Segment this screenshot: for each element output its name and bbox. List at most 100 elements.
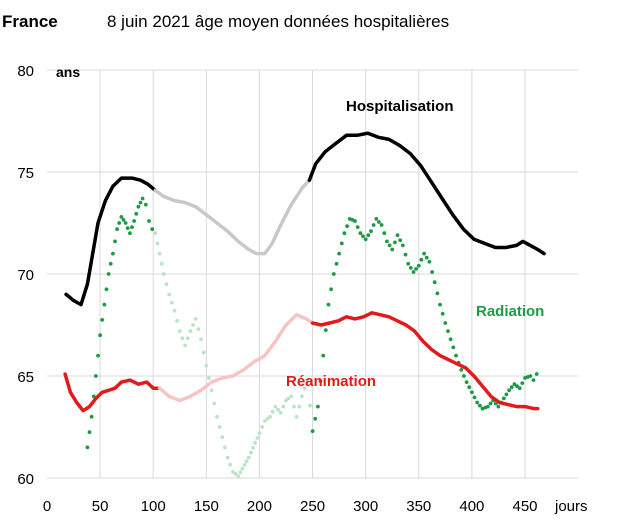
data-point [462, 374, 466, 378]
y-tick-label: 60 [17, 471, 34, 488]
data-point [416, 263, 421, 268]
data-point [98, 333, 102, 338]
data-point [102, 302, 107, 307]
data-point [379, 223, 384, 227]
data-point [185, 336, 190, 341]
data-point [438, 302, 442, 307]
data-point [153, 231, 158, 236]
data-point [134, 211, 139, 216]
y-tick-label: 75 [17, 165, 34, 182]
series-line [310, 311, 540, 411]
y-axis-ticks: 60 65 70 75 80 [17, 63, 34, 488]
data-point [161, 272, 166, 276]
data-point [255, 436, 260, 440]
data-point [454, 353, 458, 358]
data-point [231, 470, 235, 474]
data-point [414, 267, 418, 271]
data-point [180, 336, 185, 341]
data-point [111, 251, 115, 256]
data-point [238, 470, 243, 475]
data-point [369, 229, 373, 234]
x-tick-label: 350 [406, 498, 431, 515]
data-point [147, 219, 151, 223]
series-line [64, 176, 158, 307]
data-point [501, 396, 506, 401]
country-label: France [2, 12, 58, 31]
data-point [183, 343, 188, 348]
x-axis-unit-label: jours [554, 498, 588, 515]
data-point [199, 337, 203, 342]
data-point [196, 327, 201, 331]
data-point [485, 404, 490, 409]
data-point [136, 204, 141, 209]
data-point [233, 472, 238, 476]
data-point [393, 240, 397, 245]
x-tick-label: 150 [194, 498, 219, 515]
data-point [251, 445, 256, 450]
data-point [395, 233, 400, 238]
data-point [246, 455, 251, 460]
data-point [143, 202, 148, 207]
data-point [150, 227, 155, 232]
data-point [289, 394, 294, 399]
data-point [459, 368, 464, 372]
data-point [448, 337, 453, 342]
annotation-hospitalisation: Hospitalisation [346, 98, 454, 115]
data-point [159, 261, 164, 266]
data-point [318, 379, 323, 383]
data-point [87, 430, 92, 434]
data-point [130, 225, 134, 230]
data-point [193, 317, 198, 321]
data-point [169, 300, 174, 305]
data-point [96, 353, 100, 358]
y-axis-unit-label: ans [56, 64, 80, 80]
data-point [209, 388, 214, 393]
x-tick-label: 200 [247, 498, 272, 515]
data-point [531, 378, 536, 382]
data-point [249, 450, 253, 455]
series-line-faded [153, 178, 312, 256]
data-point [430, 270, 434, 274]
data-point [411, 270, 416, 274]
data-point [270, 409, 275, 414]
data-point [104, 287, 109, 292]
data-point [528, 374, 533, 378]
data-point [223, 445, 227, 450]
series-hospitalisation [64, 131, 546, 307]
data-point [300, 394, 304, 399]
data-point [215, 414, 219, 419]
data-point [329, 287, 333, 292]
data-point [398, 238, 403, 243]
data-point [353, 219, 357, 223]
data-point [113, 239, 117, 244]
y-tick-label: 80 [17, 63, 34, 80]
data-point [385, 239, 389, 244]
data-point [117, 221, 122, 225]
grid [47, 69, 578, 479]
data-point [443, 321, 448, 325]
data-point [517, 386, 522, 391]
data-point [464, 380, 469, 384]
data-point [201, 350, 206, 355]
data-point [424, 255, 429, 260]
data-point [374, 217, 379, 221]
data-point [358, 231, 363, 236]
data-point [313, 416, 318, 421]
data-point [400, 243, 405, 248]
data-point [467, 385, 472, 390]
data-point [207, 376, 211, 380]
data-point [419, 257, 424, 262]
x-tick-label: 50 [92, 498, 109, 515]
data-point [435, 291, 440, 296]
data-point [273, 404, 278, 409]
data-point [89, 414, 94, 419]
data-point [382, 231, 387, 236]
data-point [106, 272, 111, 276]
series-line [307, 131, 546, 256]
data-point [278, 410, 283, 415]
data-point [427, 259, 432, 264]
x-tick-label: 250 [300, 498, 325, 515]
data-point [470, 390, 474, 395]
data-point [334, 261, 339, 266]
data-point [366, 233, 371, 238]
